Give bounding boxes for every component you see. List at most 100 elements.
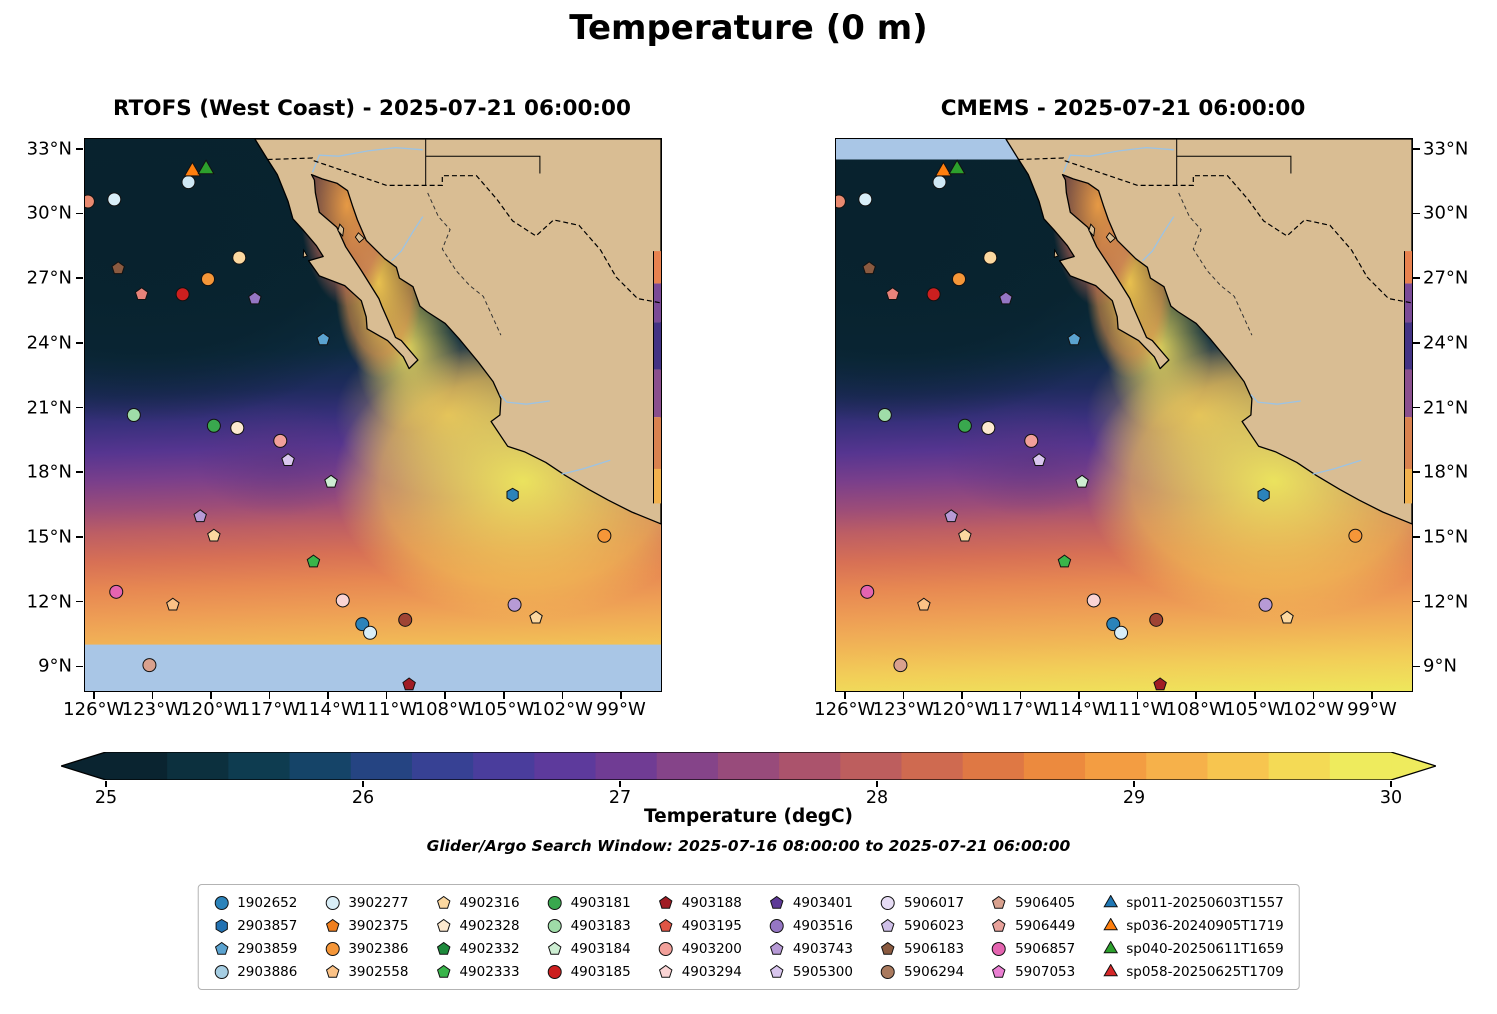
- float-marker-icon: [880, 964, 895, 979]
- legend-entry: 4902328: [435, 918, 520, 934]
- legend-entry: 4903185: [547, 964, 631, 980]
- x-tick-label: 108°W: [1165, 699, 1227, 720]
- y-tick-mark: [1412, 212, 1420, 215]
- legend-entry: 3902558: [324, 964, 408, 980]
- argo-float-marker: [1032, 453, 1046, 467]
- legend-marker-shape: [547, 895, 562, 910]
- map-overlay-cmems: [836, 139, 1412, 691]
- river-line: [561, 459, 611, 475]
- argo-float-marker: [999, 291, 1013, 305]
- legend-entry-label: 4902332: [459, 940, 520, 957]
- legend-entry-label: 4902316: [459, 894, 520, 911]
- argo-float-marker: [306, 554, 321, 568]
- x-tick-mark: [1078, 691, 1080, 699]
- legend-entry: 4902316: [435, 894, 520, 911]
- y-tick-label: 12°N: [26, 591, 72, 613]
- float-marker-icon: [547, 941, 562, 955]
- glider-marker-icon: [1102, 963, 1118, 976]
- legend-entry-label: 1902652: [237, 894, 298, 911]
- legend-entry: 4903294: [658, 964, 742, 980]
- argo-float-marker: [932, 175, 947, 190]
- legend-marker-shape: [658, 941, 673, 956]
- float-marker-icon: [769, 918, 784, 933]
- argo-float-marker: [983, 250, 998, 265]
- legend-entry-label: 4903743: [792, 940, 853, 957]
- float-marker-icon: [436, 895, 451, 909]
- legend-entry-label: sp058-20250625T1709: [1126, 963, 1284, 980]
- y-tick-label: 21°N: [26, 397, 72, 419]
- legend-marker-shape: [214, 895, 229, 910]
- argo-float-marker: [529, 610, 543, 624]
- nodata-band: [836, 139, 1024, 160]
- argo-float-marker: [398, 612, 413, 627]
- y-tick-mark: [75, 277, 83, 279]
- x-tick-label: 102°W: [531, 699, 593, 720]
- legend-entry-label: 2903859: [237, 940, 298, 957]
- float-marker-icon: [770, 964, 784, 978]
- legend-entry: 3902375: [324, 918, 408, 934]
- colorbar-tick-mark: [619, 781, 621, 787]
- y-tick-mark: [75, 471, 83, 473]
- y-tick-label: 30°N: [26, 202, 72, 224]
- float-marker-icon: [325, 918, 340, 932]
- argo-float-marker: [85, 194, 95, 209]
- y-tick-mark: [1412, 148, 1420, 150]
- island: [302, 248, 308, 258]
- argo-float-marker: [1280, 610, 1294, 624]
- argo-float-marker: [957, 418, 972, 433]
- x-tick-label: 123°W: [121, 699, 183, 720]
- legend-marker-shape: [325, 941, 340, 956]
- legend-marker-shape: [992, 918, 1006, 932]
- x-tick-label: 99°W: [596, 699, 646, 720]
- legend-marker-shape: [436, 918, 451, 932]
- state-border-dashed-line: [1178, 192, 1253, 336]
- legend-entry: 4902333: [435, 964, 520, 980]
- legend-entry: 4903743: [769, 941, 853, 957]
- legend-entry: 2903859: [213, 941, 297, 957]
- glider-marker: [183, 161, 202, 177]
- legend-entry-label: 4903516: [792, 917, 853, 934]
- legend-entry-label: 5906183: [903, 940, 965, 957]
- float-marker-icon: [325, 941, 340, 956]
- argo-float-marker: [335, 593, 350, 608]
- colorbar-tick-label: 30: [1379, 788, 1403, 808]
- river-line: [1062, 146, 1174, 173]
- x-tick-label: 126°W: [63, 699, 125, 720]
- float-marker-icon: [770, 941, 784, 955]
- panel-cmems: CMEMS - 2025-07-21 06:00:00 33°N 30°N 27°N…: [814, 96, 1468, 736]
- legend-entry-label: 3902386: [348, 940, 409, 957]
- float-marker-icon: [881, 941, 895, 955]
- glider-marker-icon: [1102, 940, 1118, 953]
- legend-entry: 4903188: [658, 895, 742, 911]
- y-tick-label: 18°N: [26, 461, 72, 483]
- legend-entry: 2903857: [213, 918, 297, 934]
- y-tick-mark: [75, 600, 83, 603]
- x-tick-mark: [561, 691, 564, 699]
- argo-float-marker: [1153, 677, 1167, 691]
- y-tick-label: 12°N: [1423, 591, 1469, 613]
- y-tick-label: 33°N: [1423, 138, 1469, 160]
- legend-marker-shape: [769, 918, 784, 933]
- legend-marker-shape: [436, 941, 451, 955]
- x-tick-mark: [327, 691, 329, 699]
- argo-float-marker: [1258, 597, 1273, 612]
- gulf-of-mexico-sliver: [653, 369, 661, 418]
- legend-marker-shape: [658, 918, 673, 932]
- legend-entry: sp058-20250625T1709: [1102, 963, 1284, 980]
- map-cmems: [835, 138, 1413, 692]
- y-tick-label: 15°N: [1423, 526, 1469, 548]
- legend-entry: 5906449: [991, 918, 1075, 934]
- argo-float-marker: [506, 487, 519, 502]
- legend-entry-label: 4903184: [570, 940, 631, 957]
- y-tick-mark: [75, 342, 83, 344]
- float-marker-icon: [881, 918, 895, 932]
- legend-marker-shape: [436, 964, 451, 978]
- argo-float-marker: [175, 287, 190, 302]
- legend-entry-label: 2903886: [237, 963, 298, 980]
- legend-entry: 5906294: [880, 964, 964, 980]
- y-tick-mark: [1412, 665, 1420, 668]
- legend-entry: 5907053: [991, 964, 1075, 980]
- legend-entry-label: 5906857: [1015, 940, 1076, 957]
- argo-float-marker: [1067, 332, 1081, 346]
- island: [1105, 232, 1116, 244]
